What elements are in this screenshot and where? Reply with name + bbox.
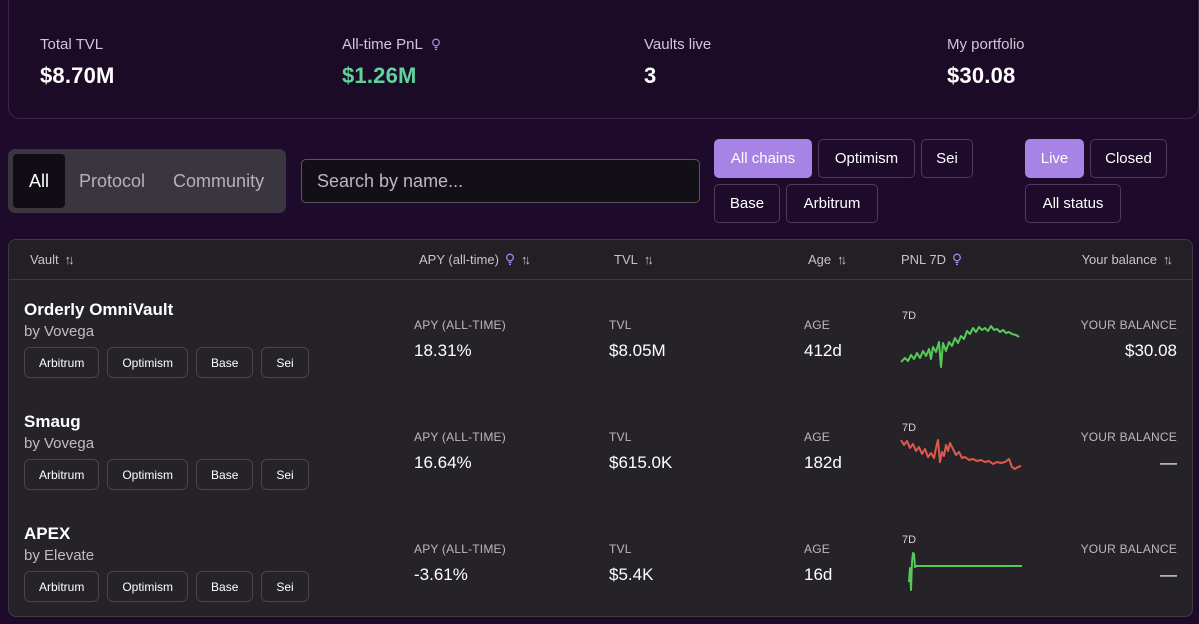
sort-arrows-icon[interactable]: ↑↓	[520, 252, 531, 267]
chain-tag[interactable]: Arbitrum	[24, 571, 100, 602]
tvl-value: $5.4K	[609, 565, 654, 584]
table-row[interactable]: Orderly OmniVault by Vovega Arbitrum Opt…	[9, 280, 1192, 392]
vault-creator: by Elevate	[24, 547, 95, 564]
status-filter-live[interactable]: Live	[1025, 139, 1084, 178]
lightbulb-icon[interactable]	[505, 253, 515, 266]
stat-vaults-live: Vaults live 3	[644, 36, 711, 89]
age-label: AGE	[804, 430, 830, 444]
stat-value: $1.26M	[342, 63, 417, 88]
age-value: 412d	[804, 341, 842, 360]
stats-panel: Total TVL $8.70M All-time PnL $1.26M Vau…	[8, 0, 1199, 119]
lightbulb-icon[interactable]	[431, 38, 441, 51]
segment-all[interactable]: All	[13, 154, 65, 208]
chain-filter-arbitrum[interactable]: Arbitrum	[786, 184, 878, 223]
stat-my-portfolio: My portfolio $30.08	[947, 36, 1025, 89]
chain-filter-all-chains[interactable]: All chains	[714, 139, 812, 178]
chain-tag[interactable]: Arbitrum	[24, 459, 100, 490]
balance-value: $30.08	[1125, 341, 1177, 360]
table-row[interactable]: APEX by Elevate Arbitrum Optimism Base S…	[9, 504, 1192, 616]
tvl-label: TVL	[609, 542, 632, 556]
balance-label: YOUR BALANCE	[1080, 318, 1177, 332]
stat-label: Vaults live	[644, 36, 712, 53]
apy-value: 18.31%	[414, 341, 472, 360]
chain-tag[interactable]: Base	[196, 347, 254, 378]
tvl-label: TVL	[609, 318, 632, 332]
balance-label: YOUR BALANCE	[1080, 430, 1177, 444]
sort-arrows-icon[interactable]: ↑↓	[1163, 252, 1173, 267]
apy-value: 16.64%	[414, 453, 472, 472]
apy-label: APY (ALL-TIME)	[414, 542, 506, 556]
lightbulb-icon[interactable]	[952, 253, 962, 266]
vault-name[interactable]: APEX	[24, 524, 71, 543]
tvl-label: TVL	[609, 430, 632, 444]
chain-tags: Arbitrum Optimism Base Sei	[24, 459, 309, 490]
apy-label: APY (ALL-TIME)	[414, 318, 506, 332]
chain-tag[interactable]: Optimism	[107, 571, 189, 602]
vault-name[interactable]: Smaug	[24, 412, 81, 431]
age-value: 182d	[804, 453, 842, 472]
stat-value: 3	[644, 63, 657, 88]
status-filter-all-status[interactable]: All status	[1025, 184, 1121, 223]
chain-filter-base[interactable]: Base	[714, 184, 780, 223]
chain-tag[interactable]: Optimism	[107, 347, 189, 378]
vault-creator: by Vovega	[24, 323, 95, 340]
balance-label: YOUR BALANCE	[1080, 542, 1177, 556]
stat-value: $8.70M	[40, 63, 115, 88]
column-header-age[interactable]: Age ↑↓	[808, 252, 847, 267]
tvl-value: $8.05M	[609, 341, 666, 360]
age-label: AGE	[804, 318, 830, 332]
column-header-pnl-7d: PNL 7D	[901, 252, 962, 267]
chain-filter-optimism[interactable]: Optimism	[818, 139, 915, 178]
tvl-value: $615.0K	[609, 453, 673, 472]
search-input[interactable]	[301, 159, 700, 203]
column-header-tvl[interactable]: TVL ↑↓	[614, 252, 654, 267]
apy-value: -3.61%	[414, 565, 468, 584]
pnl-sparkline	[900, 439, 1022, 470]
pnl-period-label: 7D	[902, 310, 917, 322]
column-header-your-balance[interactable]: Your balance ↑↓	[1081, 252, 1173, 267]
status-filter-closed[interactable]: Closed	[1090, 139, 1167, 178]
stat-label: Total TVL	[40, 36, 104, 53]
stat-label: All-time PnL	[342, 36, 423, 53]
pnl-period-label: 7D	[902, 422, 917, 434]
stat-all-time-pnl: All-time PnL $1.26M	[342, 36, 441, 89]
chain-tag[interactable]: Sei	[261, 347, 309, 378]
stat-value: $30.08	[947, 63, 1016, 88]
vault-name[interactable]: Orderly OmniVault	[24, 300, 174, 319]
balance-value: —	[1160, 453, 1177, 472]
pnl-period-label: 7D	[902, 534, 917, 546]
stat-total-tvl: Total TVL $8.70M	[40, 36, 115, 89]
balance-value: —	[1160, 565, 1177, 584]
pnl-sparkline	[900, 325, 1020, 368]
sort-arrows-icon[interactable]: ↑↓	[837, 252, 847, 267]
chain-tags: Arbitrum Optimism Base Sei	[24, 571, 309, 602]
vault-type-segment: All Protocol Community	[8, 149, 286, 213]
vaults-table: Vault ↑↓ APY (all-time) ↑↓ TVL ↑↓ Age ↑↓…	[8, 239, 1193, 617]
pnl-sparkline	[908, 552, 1022, 591]
sort-arrows-icon[interactable]: ↑↓	[64, 252, 75, 267]
stat-label: My portfolio	[947, 36, 1025, 53]
chain-tag[interactable]: Base	[196, 459, 254, 490]
chain-tags: Arbitrum Optimism Base Sei	[24, 347, 309, 378]
chain-filter-sei[interactable]: Sei	[921, 139, 973, 178]
segment-protocol[interactable]: Protocol	[79, 170, 146, 191]
vault-creator: by Vovega	[24, 435, 95, 452]
chain-tag[interactable]: Sei	[261, 459, 309, 490]
table-header: Vault ↑↓ APY (all-time) ↑↓ TVL ↑↓ Age ↑↓…	[9, 240, 1192, 280]
chain-tag[interactable]: Sei	[261, 571, 309, 602]
chain-tag[interactable]: Optimism	[107, 459, 189, 490]
segment-community[interactable]: Community	[173, 170, 265, 191]
chain-tag[interactable]: Base	[196, 571, 254, 602]
apy-label: APY (ALL-TIME)	[414, 430, 506, 444]
sort-arrows-icon[interactable]: ↑↓	[643, 252, 654, 267]
table-row[interactable]: Smaug by Vovega Arbitrum Optimism Base S…	[9, 392, 1192, 504]
age-label: AGE	[804, 542, 830, 556]
age-value: 16d	[804, 565, 833, 584]
column-header-apy[interactable]: APY (all-time) ↑↓	[419, 252, 531, 267]
chain-tag[interactable]: Arbitrum	[24, 347, 100, 378]
column-header-vault[interactable]: Vault ↑↓	[30, 252, 75, 267]
